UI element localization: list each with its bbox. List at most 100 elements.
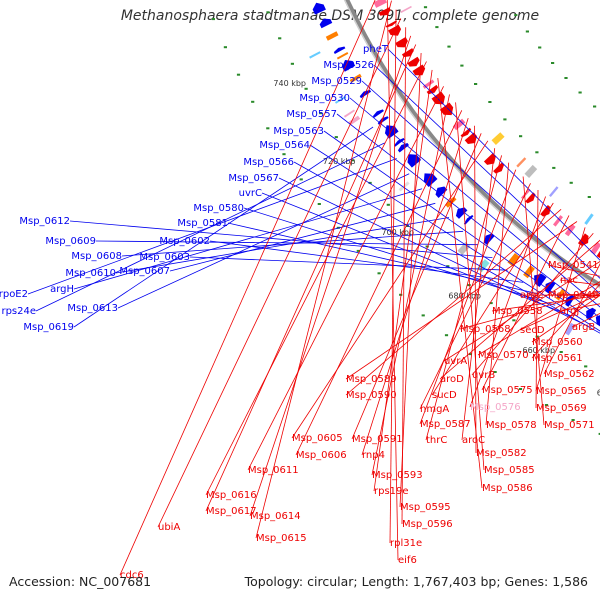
reverse-gene-leader — [474, 125, 477, 454]
reverse-gene-arrow — [407, 56, 420, 67]
reverse-gene-label: uvrA — [444, 356, 467, 367]
tick-dot — [593, 105, 597, 108]
rna-feature-box — [524, 164, 538, 178]
forward-gene-arrow — [397, 142, 410, 153]
tick-dot — [468, 353, 472, 356]
forward-gene-arrow — [333, 46, 346, 55]
rna-feature-box — [335, 95, 347, 104]
tick-dot — [356, 249, 360, 252]
reverse-gene-label: Msp_0575 — [482, 385, 533, 396]
reverse-gene-label: cdc6 — [120, 570, 144, 581]
reverse-gene-leader — [345, 208, 562, 396]
tick-dot — [319, 112, 323, 115]
tick-dot — [559, 351, 563, 353]
tick-dot — [282, 153, 286, 156]
reverse-gene-leader — [519, 293, 600, 331]
tick-dot — [266, 127, 270, 130]
tick-dot — [460, 64, 464, 67]
reverse-gene-arrow — [525, 192, 536, 204]
tick-dot — [474, 83, 478, 85]
reverse-gene-leader — [559, 303, 600, 312]
reverse-gene-leader — [459, 290, 600, 330]
kbp-tick-label: 740 kbp — [273, 79, 306, 88]
forward-gene-leader — [323, 130, 600, 327]
tick-dot — [584, 365, 588, 368]
forward-gene-label: Msp_0580 — [193, 203, 244, 214]
reverse-gene-label: thrC — [426, 435, 447, 446]
reverse-gene-label: Msp_0569 — [536, 403, 587, 414]
tick-dot — [278, 37, 282, 40]
forward-gene-leader — [69, 220, 493, 258]
reverse-gene-leader — [547, 264, 600, 277]
tick-dot — [525, 30, 529, 33]
reverse-gene-leader — [571, 313, 600, 328]
tick-dot — [467, 284, 471, 287]
tick-dot — [299, 178, 303, 181]
accession-text: Accession: NC_007681 — [9, 574, 152, 589]
reverse-gene-leader — [559, 279, 600, 286]
reverse-gene-leader — [535, 189, 539, 409]
tick-dot — [251, 100, 255, 103]
tick-dot — [552, 166, 556, 169]
reverse-gene-leader — [361, 117, 469, 456]
rna-feature-box — [584, 213, 594, 225]
genome-summary: Topology: circular; Length: 1,767,403 bp… — [244, 574, 588, 589]
reverse-gene-label: Msp_0591 — [352, 434, 403, 445]
reverse-gene-leader — [386, 0, 399, 561]
reverse-gene-arrow — [388, 24, 402, 36]
reverse-gene-leader — [455, 102, 485, 471]
forward-gene-arrow — [342, 60, 356, 72]
reverse-gene-label: Msp_0616 — [206, 490, 257, 501]
reverse-gene-label: nac — [560, 275, 578, 286]
reverse-gene-label: Msp_0578 — [486, 420, 537, 431]
tick-dot — [334, 136, 338, 139]
tick-dot — [446, 265, 450, 268]
forward-gene-arrow — [319, 18, 333, 29]
forward-gene-arrow — [312, 2, 326, 15]
forward-gene-leader — [189, 256, 508, 271]
feature-box — [336, 52, 349, 60]
tick-dot — [444, 334, 449, 337]
forward-gene-label: Msp_0526 — [323, 60, 374, 71]
gene-labels: pheT Msp_0526 Msp_0529 Msp_0530 Msp_0557 Msp_… — [0, 44, 599, 581]
reverse-gene-label: Msp_0582 — [476, 448, 527, 459]
reverse-gene-arrow — [540, 204, 551, 217]
forward-gene-label: rpoE2 — [0, 289, 28, 300]
forward-gene-label: Msp_0612 — [19, 216, 70, 227]
forward-gene-label: Msp_0603 — [139, 252, 190, 263]
tick-dot — [512, 319, 516, 322]
reverse-gene-leader — [249, 35, 412, 517]
feature-box — [590, 241, 600, 255]
feature-box — [325, 31, 339, 41]
reverse-gene-leader — [205, 44, 417, 512]
reverse-gene-label: Msp_0558 — [492, 306, 543, 317]
forward-gene-label: Msp_0564 — [259, 140, 310, 151]
reverse-gene-label: Msp_0570 — [478, 350, 529, 361]
reverse-gene-label: Msp_0593 — [372, 470, 423, 481]
reverse-gene-label: Msp_0565 — [536, 386, 587, 397]
tick-dot — [569, 181, 573, 184]
feature-box — [521, 188, 531, 200]
reverse-gene-label: Msp_0595 — [400, 502, 451, 513]
gene-features — [309, 0, 600, 336]
rna-feature-box — [398, 181, 410, 192]
reverse-gene-leader — [119, 0, 376, 576]
tick-dot — [447, 45, 451, 48]
forward-gene-label: uvrC — [239, 188, 262, 199]
forward-gene-arrow — [384, 125, 399, 139]
reverse-gene-label: rpl31e — [390, 538, 422, 549]
forward-gene-leader — [73, 188, 423, 290]
reverse-gene-label: Msp_0615 — [256, 533, 307, 544]
reverse-gene-label: Msp_0561 — [532, 353, 583, 364]
reverse-gene-label: Msp_0548 — [548, 290, 599, 301]
reverse-gene-label: Msp_0541 — [548, 260, 599, 271]
tick-dot — [421, 314, 425, 317]
tick-dot — [544, 404, 549, 406]
reverse-gene-label: Msp_0568 — [460, 324, 511, 335]
forward-gene-label: rps24e — [1, 306, 36, 317]
reverse-gene-leader — [481, 215, 570, 391]
feature-box — [523, 265, 535, 279]
forward-gene-label: Msp_0557 — [286, 109, 337, 120]
reverse-gene-label: Msp_0611 — [248, 465, 299, 476]
feature-box — [373, 0, 387, 8]
